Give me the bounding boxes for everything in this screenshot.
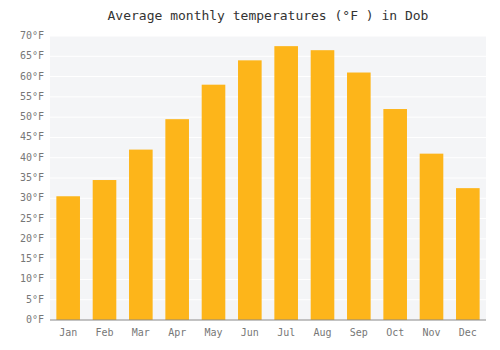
- x-tick-label: Jan: [59, 327, 77, 338]
- bar: [456, 188, 480, 320]
- chart: 0°F 5°F 10°F 15°F 20°F 25°F 30°F 35°F 40°F 45°F 50…: [0, 0, 500, 350]
- grid-line: [50, 137, 486, 138]
- y-tick-label: 35°F: [20, 172, 44, 183]
- grid-line: [50, 36, 486, 37]
- bar: [347, 73, 371, 320]
- x-tick-label: Nov: [422, 327, 440, 338]
- bar: [93, 180, 117, 320]
- bars: [56, 46, 479, 320]
- grid-line: [50, 76, 486, 77]
- y-tick-label: 40°F: [20, 152, 44, 163]
- grid: [50, 36, 486, 320]
- y-tick-label: 20°F: [20, 233, 44, 244]
- y-tick-label: 70°F: [20, 30, 44, 41]
- grid-line: [50, 96, 486, 97]
- x-tick-label: Sep: [350, 327, 368, 338]
- bar: [165, 119, 189, 320]
- y-tick-label: 60°F: [20, 71, 44, 82]
- x-tick-label: Jun: [241, 327, 259, 338]
- y-tick-label: 55°F: [20, 91, 44, 102]
- x-tick-label: Aug: [313, 327, 331, 338]
- grid-line: [50, 117, 486, 118]
- x-tick-label: Jul: [277, 327, 295, 338]
- x-tick-label: Oct: [386, 327, 404, 338]
- plot-background: [50, 36, 486, 320]
- y-tick-label: 0°F: [26, 314, 44, 325]
- title: Average monthly temperatures (°F ) in Do…: [108, 8, 429, 23]
- y-tick-label: 25°F: [20, 213, 44, 224]
- y-tick-label: 10°F: [20, 273, 44, 284]
- grid-line: [50, 320, 486, 321]
- x-tick-label: Apr: [168, 327, 186, 338]
- bar: [238, 60, 262, 320]
- bar: [274, 46, 298, 320]
- grid-line: [50, 56, 486, 57]
- y-tick-label: 50°F: [20, 111, 44, 122]
- y-tick-labels: 0°F 5°F 10°F 15°F 20°F 25°F 30°F 35°F 40°F 45°F 50…: [20, 30, 44, 325]
- x-tick-labels: Jan Feb Mar Apr May Jun Jul Aug Sep Oct Nov Dec: [59, 327, 477, 338]
- x-tick-label: Dec: [459, 327, 477, 338]
- bar: [383, 109, 407, 320]
- x-tick-label: Feb: [95, 327, 113, 338]
- bar: [420, 154, 444, 320]
- bar: [311, 50, 335, 320]
- bar: [202, 85, 226, 320]
- x-tick-label: Mar: [132, 327, 150, 338]
- y-tick-label: 65°F: [20, 50, 44, 61]
- bar: [56, 196, 80, 320]
- y-tick-label: 15°F: [20, 253, 44, 264]
- y-tick-label: 30°F: [20, 192, 44, 203]
- bar: [129, 150, 153, 320]
- y-tick-label: 5°F: [26, 294, 44, 305]
- y-tick-label: 45°F: [20, 131, 44, 142]
- x-tick-label: May: [204, 327, 222, 338]
- x-axis-line: [50, 320, 486, 321]
